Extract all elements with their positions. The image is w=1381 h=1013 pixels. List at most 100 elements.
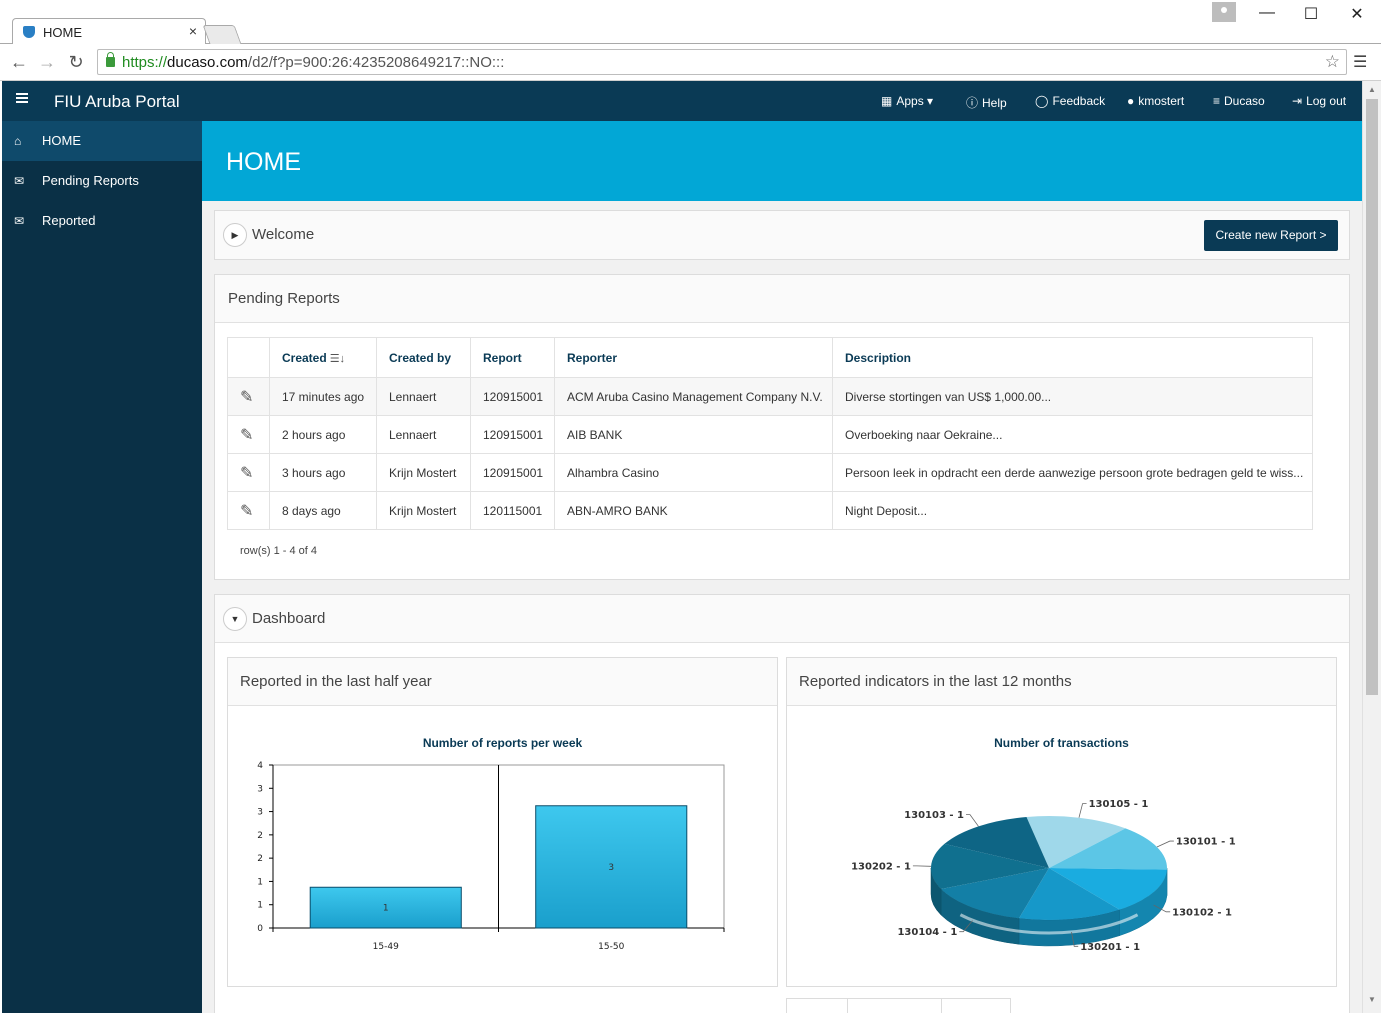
browser-menu-icon[interactable]: ☰: [1353, 54, 1368, 71]
cell-description: Diverse stortingen van US$ 1,000.00...: [832, 377, 1313, 416]
close-window-button[interactable]: ✕: [1350, 6, 1364, 23]
sort-descending-icon[interactable]: ☰↓: [329, 352, 346, 365]
tab-close-icon[interactable]: ×: [188, 23, 197, 39]
cell-report: 120915001: [470, 453, 555, 492]
y-tick-label: 3: [257, 808, 263, 818]
main-content: ▶ Welcome Create new Report > Pending Re…: [202, 201, 1362, 1013]
nav-apps[interactable]: ▦ Apps ▾: [881, 94, 934, 108]
new-tab-button[interactable]: [202, 25, 242, 44]
envelope-open-icon: ✉: [14, 174, 25, 188]
scroll-up-icon[interactable]: ▲: [1368, 85, 1376, 94]
cell-report: 120115001: [470, 491, 555, 530]
cell-reporter: ABN-AMRO BANK: [554, 491, 833, 530]
minimize-button[interactable]: —: [1259, 4, 1275, 21]
table-row: ✎ 2 hours ago Lennaert 120915001 AIB BAN…: [227, 415, 1313, 454]
cell-created: 3 hours ago: [269, 453, 377, 492]
help-icon: ⓘ: [966, 96, 979, 110]
bar-chart: 0 1 1 2 2 3 3 4 1 15-49 3 15-50: [257, 761, 725, 952]
edit-icon[interactable]: ✎: [240, 426, 254, 444]
y-tick-label: 0: [257, 924, 263, 934]
column-header-edit: [227, 337, 270, 378]
cell-created-by: Lennaert: [376, 415, 471, 454]
dashboard-title: Dashboard: [252, 610, 326, 627]
row-count: row(s) 1 - 4 of 4: [240, 545, 318, 557]
column-header-description[interactable]: Description: [832, 337, 1313, 378]
edit-icon[interactable]: ✎: [240, 388, 254, 406]
partial-table: [786, 998, 1011, 1013]
app-title: FIU Aruba Portal: [54, 92, 180, 111]
database-icon: ≡: [1213, 94, 1221, 108]
collapse-toggle-icon[interactable]: ▼: [223, 607, 247, 631]
edit-icon[interactable]: ✎: [240, 464, 254, 482]
sidebar-item-reported[interactable]: ✉ Reported: [14, 213, 96, 228]
nav-feedback[interactable]: ◯ Feedback: [1035, 94, 1106, 108]
user-icon: ●: [1127, 94, 1135, 108]
cell-reporter: ACM Aruba Casino Management Company N.V.: [554, 377, 833, 416]
pie-leader-line: [1156, 840, 1174, 848]
profile-icon[interactable]: [1212, 2, 1236, 22]
x-tick-label: 15-49: [373, 942, 399, 952]
cell-created-by: Lennaert: [376, 377, 471, 416]
pending-reports-title: Pending Reports: [228, 290, 340, 307]
nav-ducaso[interactable]: ≡ Ducaso: [1213, 94, 1265, 108]
create-new-report-button[interactable]: Create new Report >: [1204, 220, 1338, 251]
pie-chart-panel: Reported indicators in the last 12 month…: [786, 657, 1337, 987]
pie-leader-line: [1153, 904, 1171, 913]
scroll-down-icon[interactable]: ▼: [1368, 995, 1376, 1004]
bar-chart-panel: Reported in the last half year Number of…: [227, 657, 778, 987]
cell-reporter: AIB BANK: [554, 415, 833, 454]
expand-toggle-icon[interactable]: ▶: [223, 223, 247, 247]
column-header-created-by[interactable]: Created by: [376, 337, 471, 378]
pie-slice: [1049, 868, 1167, 910]
edit-icon[interactable]: ✎: [240, 502, 254, 520]
cell-description: Overboeking naar Oekraine...: [832, 415, 1313, 454]
pie-slice: [1019, 868, 1120, 920]
bar: [535, 805, 688, 929]
hamburger-menu-icon[interactable]: [16, 93, 28, 103]
bookmark-star-icon[interactable]: ☆: [1324, 52, 1340, 71]
pie-chart-panel-title: Reported indicators in the last 12 month…: [799, 673, 1072, 690]
y-tick-label: 1: [257, 877, 263, 887]
home-icon: ⌂: [14, 134, 22, 148]
y-tick-label: 2: [257, 854, 263, 864]
cell-created: 2 hours ago: [269, 415, 377, 454]
y-tick-label: 3: [257, 784, 263, 794]
y-tick-label: 1: [257, 901, 263, 911]
pie-chart: 130105 - 1 130101 - 1 130102 - 1 130201 - 1…: [851, 799, 1236, 953]
logout-icon: ⇥: [1292, 94, 1303, 108]
browser-toolbar: ← → ↻ https://ducaso.com/d2/f?p=900:26:4…: [0, 44, 1381, 81]
pie-slice-label: 130105 - 1: [1089, 799, 1149, 810]
cell-created: 8 days ago: [269, 491, 377, 530]
x-tick-label: 15-50: [598, 942, 624, 952]
pie-slice-label: 130102 - 1: [1172, 907, 1232, 918]
pie-slice-label: 130104 - 1: [897, 927, 957, 938]
sidebar-item-pending-reports[interactable]: ✉ Pending Reports: [14, 173, 139, 188]
welcome-panel: ▶ Welcome Create new Report >: [214, 210, 1350, 260]
url-text: https://ducaso.com/d2/f?p=900:26:4235208…: [122, 54, 505, 71]
column-header-report[interactable]: Report: [470, 337, 555, 378]
nav-help[interactable]: ⓘ Help: [966, 96, 1007, 110]
bar-value-label: 3: [608, 863, 614, 873]
table-row: ✎ 8 days ago Krijn Mostert 120115001 ABN…: [227, 491, 1313, 530]
sidebar-item-home[interactable]: ⌂ HOME: [2, 121, 202, 161]
page-scrollbar[interactable]: ▲ ▼: [1362, 81, 1381, 1013]
back-arrow-icon[interactable]: ←: [10, 52, 28, 72]
column-header-reporter[interactable]: Reporter: [554, 337, 833, 378]
nav-logout[interactable]: ⇥ Log out: [1292, 94, 1347, 108]
browser-tab-bar: HOME × — ☐ ✕: [0, 0, 1381, 45]
cell-created-by: Krijn Mostert: [376, 491, 471, 530]
table-row: ✎ 17 minutes ago Lennaert 120915001 ACM …: [227, 377, 1313, 416]
reload-icon[interactable]: ↻: [68, 52, 84, 72]
forward-arrow-icon[interactable]: →: [38, 52, 56, 72]
maximize-button[interactable]: ☐: [1303, 6, 1319, 23]
grid-icon: ▦: [881, 94, 893, 108]
scroll-thumb[interactable]: [1366, 99, 1378, 695]
browser-tab[interactable]: HOME ×: [12, 18, 206, 45]
bar-value-label: 1: [383, 904, 389, 914]
caret-down-icon: ▾: [927, 94, 934, 108]
column-header-created[interactable]: Created ☰↓: [269, 337, 377, 378]
address-bar[interactable]: https://ducaso.com/d2/f?p=900:26:4235208…: [97, 49, 1347, 75]
table-row: ✎ 3 hours ago Krijn Mostert 120915001 Al…: [227, 453, 1313, 492]
pie-leader-line: [1078, 803, 1087, 818]
nav-user[interactable]: ● kmostert: [1127, 94, 1185, 108]
